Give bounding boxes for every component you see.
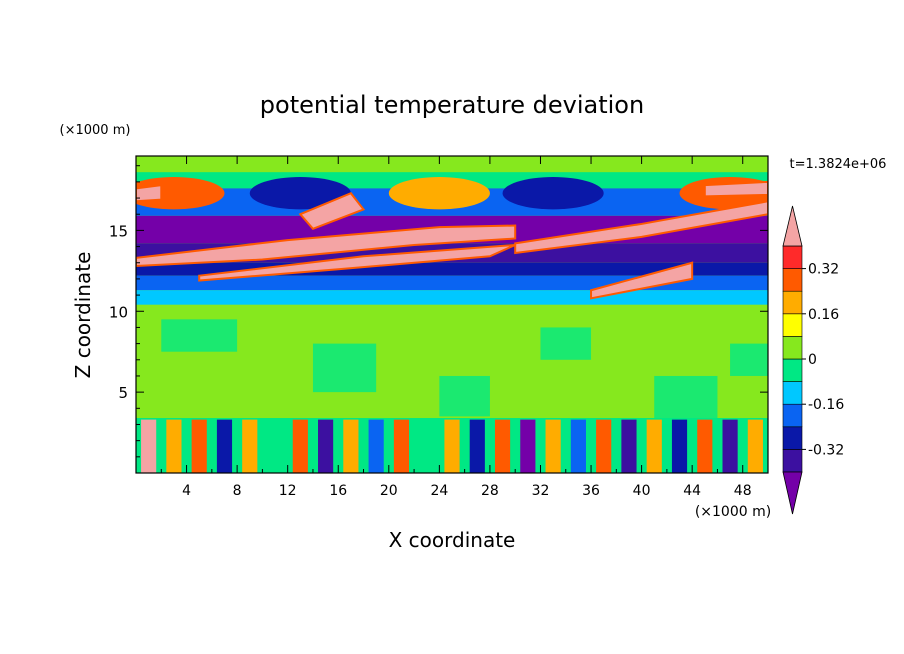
y-axis: 5 10 15 [109, 165, 768, 458]
x-tick-label: 40 [633, 483, 651, 499]
plume-6 [292, 419, 308, 473]
colorbar-swatch [782, 449, 803, 473]
colorbar-bottom-extend [782, 471, 803, 515]
colorbar-swatch [782, 336, 803, 360]
plume-8 [343, 419, 359, 473]
band-7 [136, 290, 768, 305]
colorbar-swatch [782, 358, 803, 382]
mid-cell-3 [540, 327, 592, 360]
plume-9 [368, 419, 384, 473]
colorbar-swatch [782, 290, 803, 315]
y-tick-label: 5 [118, 384, 128, 402]
colorbar-swatch [782, 381, 803, 405]
y-tick-label: 15 [109, 222, 128, 240]
colorbar-label: 0.32 [808, 262, 839, 278]
warm-band-3 [298, 191, 366, 230]
plume-23 [722, 419, 738, 473]
colorbar-swatch [782, 313, 803, 337]
band-0 [136, 156, 768, 173]
x-tick-label: 8 [233, 483, 242, 499]
colorbar: 0.32 0.16 0 -0.16 -0.32 [782, 205, 844, 515]
plume-14 [494, 419, 511, 473]
colorbar-swatch [782, 426, 803, 450]
x-tick-label: 12 [279, 483, 297, 499]
upper-wave-2 [388, 177, 490, 210]
plume-13 [469, 419, 485, 473]
chart-title: potential temperature deviation [260, 91, 644, 119]
mid-cell-2 [439, 375, 490, 417]
x-tick-label: 44 [683, 483, 701, 499]
mid-cell-4 [654, 375, 718, 425]
plot-area [136, 156, 768, 473]
plume-18 [596, 419, 612, 473]
x-axis-label: X coordinate [389, 528, 516, 552]
x-tick-label: 4 [182, 483, 191, 499]
plume-11 [419, 419, 435, 473]
plume-19 [621, 419, 637, 473]
x-tick-label: 32 [532, 483, 550, 499]
warm-band-6 [703, 180, 768, 198]
y-tick-label: 10 [109, 303, 128, 321]
colorbar-top-extend [782, 205, 803, 247]
plume-16 [545, 419, 561, 473]
warm-band-0 [136, 224, 517, 267]
plume-12 [444, 419, 460, 473]
warm-band-2 [514, 200, 768, 255]
plume-1 [166, 419, 182, 473]
time-label: t=1.3824e+06 [790, 157, 887, 172]
x-tick-label: 20 [380, 483, 398, 499]
contour-field [136, 156, 768, 473]
plume-20 [646, 419, 662, 473]
plot-frame [135, 155, 769, 474]
colorbar-label: -0.16 [808, 397, 844, 413]
colorbar-swatch [782, 268, 803, 292]
plume-5 [267, 419, 283, 473]
plume-21 [671, 419, 688, 473]
x-axis: 4 8 12 16 20 24 28 32 36 40 44 48 [160, 156, 752, 499]
x-tick-label: 16 [329, 483, 347, 499]
x-tick-label: 48 [734, 483, 752, 499]
warm-band-5 [136, 183, 163, 203]
x-unit-label: (×1000 m) [695, 504, 771, 520]
colorbar-swatch [782, 245, 803, 269]
mid-cell-1 [312, 343, 377, 393]
colorbar-swatch [782, 403, 803, 428]
plume-24 [747, 419, 763, 473]
mid-cell-5 [730, 343, 768, 376]
x-tick-label: 36 [582, 483, 600, 499]
plume-22 [697, 419, 713, 473]
x-tick-label: 24 [430, 483, 448, 499]
y-axis-label: Z coordinate [71, 252, 95, 379]
plume-0 [141, 419, 157, 473]
x-tick-label: 28 [481, 483, 499, 499]
colorbar-label: 0 [808, 352, 817, 368]
colorbar-label: -0.32 [808, 442, 844, 458]
warm-band-4 [590, 261, 694, 300]
plume-7 [318, 419, 334, 473]
y-unit-label: (×1000 m) [60, 123, 131, 138]
warm-band-1 [198, 243, 516, 282]
plume-4 [242, 419, 258, 473]
plume-15 [520, 419, 536, 473]
plume-2 [191, 419, 207, 473]
plume-3 [216, 419, 233, 473]
upper-wave-3 [502, 177, 604, 210]
colorbar-label: 0.16 [808, 307, 839, 323]
plume-17 [570, 419, 586, 473]
upper-wave-1 [249, 177, 351, 210]
mid-cell-0 [161, 319, 238, 352]
plume-10 [393, 419, 410, 473]
